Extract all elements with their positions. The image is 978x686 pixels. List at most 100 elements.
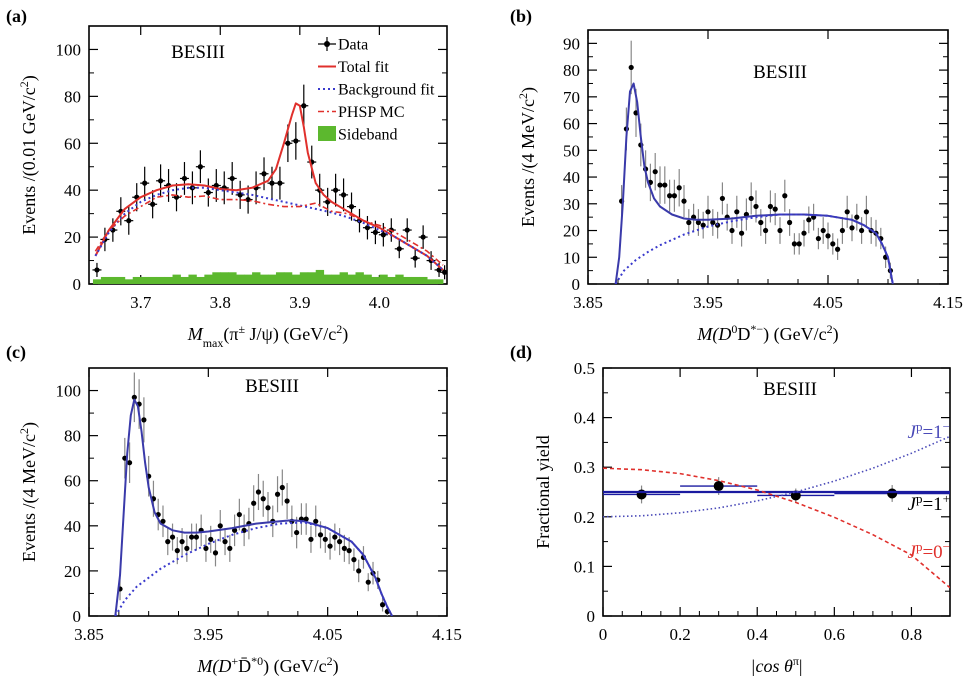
x-axis-label-part: 0 xyxy=(731,322,737,336)
panel-label: (b) xyxy=(510,6,532,27)
data-point xyxy=(777,227,783,234)
data-point xyxy=(667,193,673,199)
data-point xyxy=(412,255,418,261)
y-tick-label: 0.3 xyxy=(574,458,595,477)
jp-annotation-part: =0 xyxy=(922,542,942,563)
x-axis-label-part: *− xyxy=(750,322,763,336)
data-point xyxy=(791,241,798,247)
x-tick-label: 3.95 xyxy=(193,625,223,644)
x-tick-label: 0.4 xyxy=(747,625,769,644)
data-point xyxy=(126,218,132,224)
data-point xyxy=(237,192,243,198)
x-axis-label-part: | xyxy=(799,656,803,676)
data-point xyxy=(131,394,137,400)
data-point xyxy=(713,481,724,492)
data-point xyxy=(160,518,166,524)
y-tick-label: 10 xyxy=(563,248,580,267)
x-axis-label-part: ) (GeV/c xyxy=(763,324,826,345)
series-total-fit-line xyxy=(94,102,444,271)
y-tick-label: 80 xyxy=(64,87,81,106)
data-point xyxy=(293,138,299,144)
legend-data-marker xyxy=(324,41,330,47)
x-axis-label-part: D xyxy=(737,324,750,344)
data-point xyxy=(657,182,663,188)
sideband-bar xyxy=(427,279,436,284)
data-point xyxy=(337,539,343,545)
data-point xyxy=(835,246,841,252)
data-point xyxy=(859,227,865,234)
y-axis-label: Fractional yield xyxy=(533,435,553,548)
sideband-bar xyxy=(419,276,428,284)
y-tick-label: 60 xyxy=(64,472,81,491)
sideband-bar xyxy=(212,272,221,284)
sideband-bar xyxy=(132,276,142,284)
data-point xyxy=(294,529,300,536)
sideband-bar xyxy=(283,272,293,284)
jp-annotation: Jp=1+ xyxy=(908,491,951,516)
data-point xyxy=(260,496,266,502)
sideband-bar xyxy=(156,276,165,284)
y-tick-label: 100 xyxy=(56,40,82,59)
data-point xyxy=(396,246,402,252)
y-axis-label-part: Events /(0.01 GeV/c xyxy=(19,87,40,234)
x-axis-label-part: ) xyxy=(333,656,339,677)
data-point xyxy=(279,484,285,491)
data-point xyxy=(212,550,219,556)
data-point xyxy=(767,203,774,210)
x-tick-label: 0.6 xyxy=(824,625,845,644)
data-point xyxy=(245,196,251,203)
y-tick-label: 40 xyxy=(563,168,580,187)
data-point xyxy=(863,209,870,215)
sideband-bar xyxy=(299,272,309,284)
data-point xyxy=(681,198,687,204)
sideband-bar xyxy=(315,269,325,284)
plot-area xyxy=(92,84,447,284)
y-axis-label-part: Events /(4 MeV/c xyxy=(19,434,40,562)
sideband-bar xyxy=(339,272,348,284)
y-tick-label: 50 xyxy=(563,141,580,160)
y-tick-label: 0.4 xyxy=(574,409,596,428)
sideband-bar xyxy=(435,279,444,284)
data-point xyxy=(854,214,860,220)
data-point xyxy=(179,539,185,545)
data-point xyxy=(700,222,706,228)
plot-frame xyxy=(88,25,448,285)
data-point xyxy=(313,518,319,524)
data-point xyxy=(844,209,850,215)
data-point xyxy=(806,217,812,223)
x-tick-label: 4.15 xyxy=(933,293,963,312)
data-point xyxy=(227,545,233,551)
x-axis-label: Mmax(π± J/ψ) (GeV/c2) xyxy=(187,322,349,350)
sideband-bar xyxy=(323,274,333,284)
y-tick-label: 0.1 xyxy=(574,557,595,576)
legend-label: PHSP MC xyxy=(338,104,405,121)
data-point xyxy=(801,230,807,236)
panel-label: (a) xyxy=(6,6,27,27)
data-point xyxy=(839,227,846,234)
sideband-bar xyxy=(204,274,213,284)
x-axis-label-part: + xyxy=(231,654,238,668)
sideband-bar xyxy=(403,276,412,284)
data-point xyxy=(341,545,347,551)
sideband-bar xyxy=(108,276,118,284)
data-point xyxy=(420,234,426,240)
x-tick-label: 0.2 xyxy=(669,625,690,644)
x-tick-label: 0 xyxy=(599,625,608,644)
sideband-bar xyxy=(275,272,285,284)
data-point xyxy=(285,140,291,146)
experiment-label: BESIII xyxy=(763,379,817,400)
data-point xyxy=(303,516,309,522)
x-axis-label-part: *0 xyxy=(251,654,263,668)
legend-label: Background fit xyxy=(338,82,435,99)
panel-label: (c) xyxy=(6,342,26,363)
data-point xyxy=(217,523,223,529)
plot-area xyxy=(114,372,393,616)
x-tick-label: 4.15 xyxy=(432,625,462,644)
plot-area xyxy=(614,40,894,284)
data-point xyxy=(719,195,726,202)
jp-annotation-part: =1 xyxy=(922,494,942,515)
y-axis-label-part: Events /(4 MeV/c xyxy=(518,99,539,227)
y-tick-label: 60 xyxy=(64,134,81,153)
x-axis-label-part: ) xyxy=(342,324,348,345)
